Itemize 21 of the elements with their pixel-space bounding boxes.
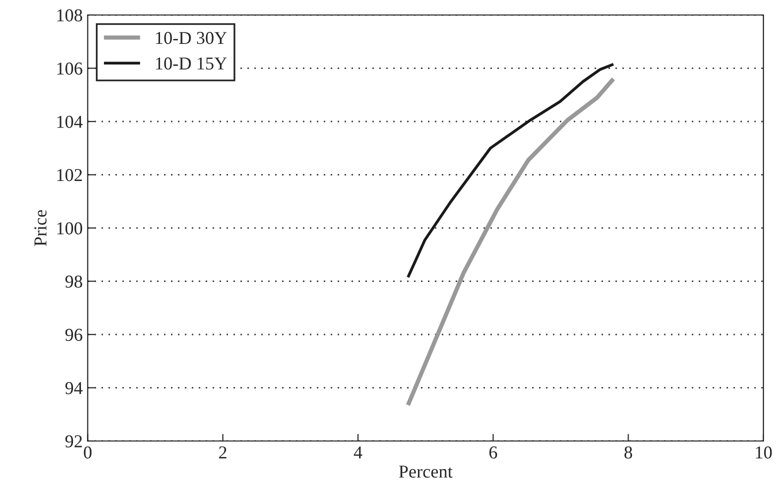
legend-label: 10-D 15Y	[156, 57, 227, 70]
y-tick-label: 92	[65, 435, 82, 448]
x-tick-label: 0	[84, 446, 92, 459]
x-tick-label: 4	[354, 446, 362, 458]
y-tick-label: 106	[57, 62, 82, 75]
y-tick-label: 94	[65, 382, 83, 394]
y-tick-label: 108	[57, 9, 82, 22]
x-tick-label: 6	[489, 446, 498, 459]
y-axis-title: Price	[34, 210, 47, 246]
x-tick-label: 10	[756, 446, 772, 459]
y-tick-label: 98	[65, 276, 82, 288]
line-series	[406, 76, 616, 408]
x-axis-title: Percent	[399, 466, 453, 478]
x-tick-label: 2	[219, 446, 226, 458]
y-tick-label: 104	[57, 116, 83, 128]
y-tick-label: 96	[65, 328, 82, 341]
y-tick-label: 100	[57, 222, 82, 234]
line-series	[406, 62, 615, 279]
x-tick-label: 8	[624, 446, 632, 459]
y-tick-label: 102	[57, 169, 82, 182]
legend-label: 10-D 30Y	[156, 32, 227, 44]
